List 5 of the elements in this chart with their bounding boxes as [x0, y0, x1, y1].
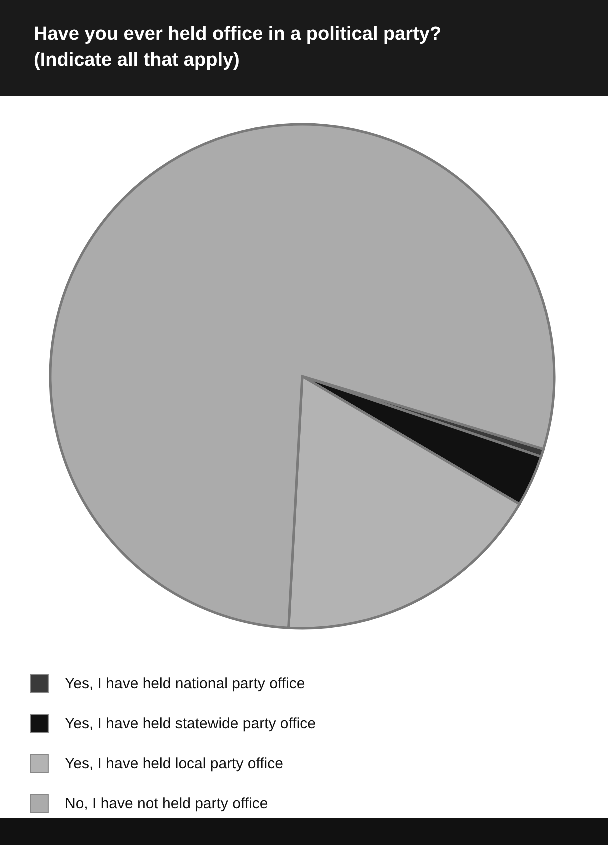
- chart-title: Have you ever held office in a political party? (Indicate all that apply): [34, 23, 443, 73]
- legend-label: No, I have not held party office: [65, 796, 268, 812]
- legend-label: Yes, I have held national party office: [65, 676, 306, 692]
- legend-label: Yes, I have held statewide party office: [65, 716, 316, 732]
- legend-label: Yes, I have held local party office: [65, 756, 284, 772]
